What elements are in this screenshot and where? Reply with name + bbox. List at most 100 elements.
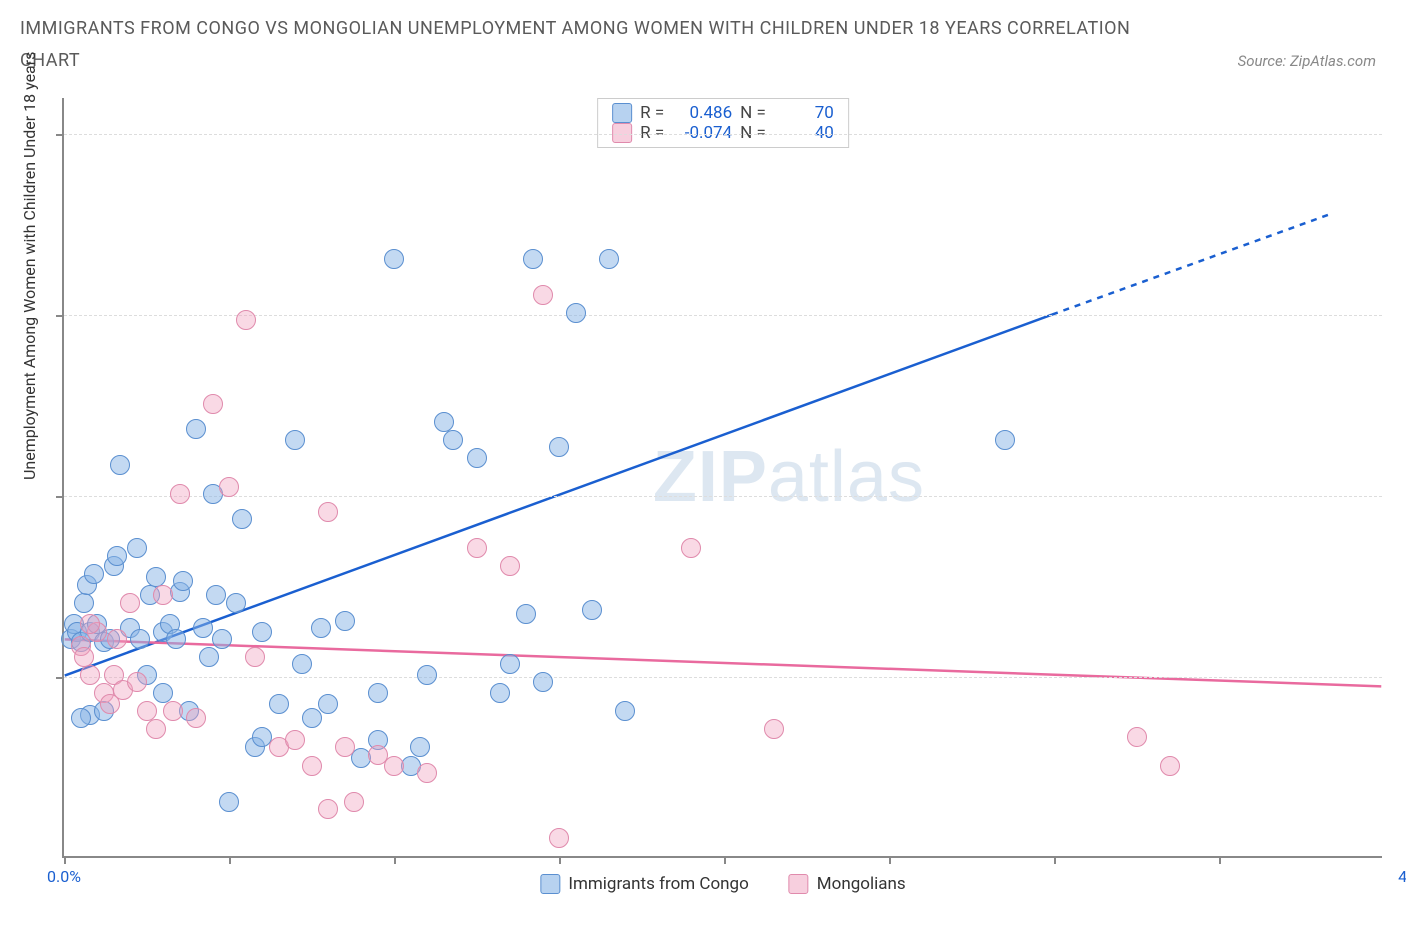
data-point-congo bbox=[127, 538, 147, 558]
data-point-congo bbox=[226, 593, 246, 613]
data-point-congo bbox=[173, 571, 193, 591]
data-point-congo bbox=[533, 672, 553, 692]
x-tick bbox=[889, 856, 891, 864]
data-point-mongolians bbox=[549, 828, 569, 848]
data-point-mongolians bbox=[764, 719, 784, 739]
x-tick bbox=[724, 856, 726, 864]
legend-item-congo: Immigrants from Congo bbox=[540, 874, 748, 894]
series-legend: Immigrants from Congo Mongolians bbox=[540, 874, 905, 894]
legend-swatch-congo bbox=[612, 103, 632, 123]
data-point-congo bbox=[166, 629, 186, 649]
data-point-mongolians bbox=[219, 477, 239, 497]
legend-label-mongolians: Mongolians bbox=[817, 874, 906, 894]
data-point-mongolians bbox=[344, 792, 364, 812]
data-point-mongolians bbox=[681, 538, 701, 558]
trend-line-dash-congo bbox=[1052, 214, 1332, 315]
data-point-mongolians bbox=[533, 285, 553, 305]
data-point-congo bbox=[523, 249, 543, 269]
data-point-congo bbox=[219, 792, 239, 812]
legend-swatch-mongolians bbox=[612, 123, 632, 143]
data-point-mongolians bbox=[302, 756, 322, 776]
y-tick bbox=[56, 677, 64, 679]
x-tick-label-max: 4.0% bbox=[1398, 867, 1406, 886]
data-point-congo bbox=[443, 430, 463, 450]
gridline bbox=[64, 677, 1382, 678]
data-point-mongolians bbox=[153, 585, 173, 605]
data-point-congo bbox=[206, 585, 226, 605]
y-tick bbox=[56, 496, 64, 498]
data-point-mongolians bbox=[285, 730, 305, 750]
data-point-mongolians bbox=[417, 763, 437, 783]
legend-swatch-congo-icon bbox=[540, 874, 560, 894]
data-point-mongolians bbox=[500, 556, 520, 576]
data-point-congo bbox=[615, 701, 635, 721]
x-tick bbox=[229, 856, 231, 864]
data-point-mongolians bbox=[335, 737, 355, 757]
x-tick bbox=[559, 856, 561, 864]
data-point-mongolians bbox=[163, 701, 183, 721]
data-point-mongolians bbox=[236, 310, 256, 330]
data-point-congo bbox=[599, 249, 619, 269]
data-point-congo bbox=[311, 618, 331, 638]
data-point-congo bbox=[516, 604, 536, 624]
data-point-congo bbox=[995, 430, 1015, 450]
data-point-congo bbox=[153, 683, 173, 703]
gridline bbox=[64, 134, 1382, 135]
legend-r-label: R = bbox=[640, 123, 664, 143]
data-point-mongolians bbox=[318, 799, 338, 819]
x-tick bbox=[1219, 856, 1221, 864]
data-point-mongolians bbox=[74, 647, 94, 667]
legend-r-mongolians: -0.074 bbox=[672, 123, 732, 143]
legend-label-congo: Immigrants from Congo bbox=[568, 874, 748, 894]
data-point-mongolians bbox=[170, 484, 190, 504]
legend-r-label: R = bbox=[640, 103, 664, 123]
data-point-congo bbox=[285, 430, 305, 450]
legend-n-label: N = bbox=[740, 103, 766, 123]
data-point-congo bbox=[384, 249, 404, 269]
data-point-congo bbox=[417, 665, 437, 685]
data-point-congo bbox=[107, 546, 127, 566]
data-point-mongolians bbox=[107, 629, 127, 649]
data-point-congo bbox=[410, 737, 430, 757]
legend-r-congo: 0.486 bbox=[672, 103, 732, 123]
data-point-congo bbox=[199, 647, 219, 667]
data-point-congo bbox=[368, 683, 388, 703]
data-point-congo bbox=[582, 600, 602, 620]
data-point-congo bbox=[84, 564, 104, 584]
data-point-congo bbox=[130, 629, 150, 649]
data-point-mongolians bbox=[186, 708, 206, 728]
watermark: ZIPatlas bbox=[653, 436, 925, 518]
legend-row-congo: R = 0.486 N = 70 bbox=[612, 103, 834, 123]
chart-plot-area: ZIPatlas R = 0.486 N = 70 R = -0.074 N =… bbox=[62, 98, 1382, 858]
source-attribution: Source: ZipAtlas.com bbox=[1238, 52, 1376, 70]
legend-item-mongolians: Mongolians bbox=[789, 874, 906, 894]
data-point-mongolians bbox=[146, 719, 166, 739]
data-point-congo bbox=[566, 303, 586, 323]
data-point-congo bbox=[193, 618, 213, 638]
y-axis-label: Unemployment Among Women with Children U… bbox=[20, 52, 39, 480]
gridline bbox=[64, 315, 1382, 316]
data-point-mongolians bbox=[1160, 756, 1180, 776]
x-tick bbox=[394, 856, 396, 864]
data-point-mongolians bbox=[120, 593, 140, 613]
data-point-congo bbox=[490, 683, 510, 703]
data-point-congo bbox=[292, 654, 312, 674]
y-tick bbox=[56, 315, 64, 317]
chart-title-line1: IMMIGRANTS FROM CONGO VS MONGOLIAN UNEMP… bbox=[20, 18, 1130, 39]
data-point-mongolians bbox=[127, 672, 147, 692]
data-point-congo bbox=[212, 629, 232, 649]
x-tick bbox=[1054, 856, 1056, 864]
data-point-mongolians bbox=[318, 502, 338, 522]
data-point-mongolians bbox=[137, 701, 157, 721]
correlation-legend: R = 0.486 N = 70 R = -0.074 N = 40 bbox=[597, 98, 849, 148]
data-point-congo bbox=[110, 455, 130, 475]
data-point-congo bbox=[302, 708, 322, 728]
data-point-mongolians bbox=[80, 614, 100, 634]
data-point-congo bbox=[318, 694, 338, 714]
data-point-congo bbox=[74, 593, 94, 613]
x-tick bbox=[64, 856, 66, 864]
data-point-mongolians bbox=[203, 394, 223, 414]
legend-n-congo: 70 bbox=[774, 103, 834, 123]
data-point-mongolians bbox=[384, 756, 404, 776]
data-point-congo bbox=[232, 509, 252, 529]
